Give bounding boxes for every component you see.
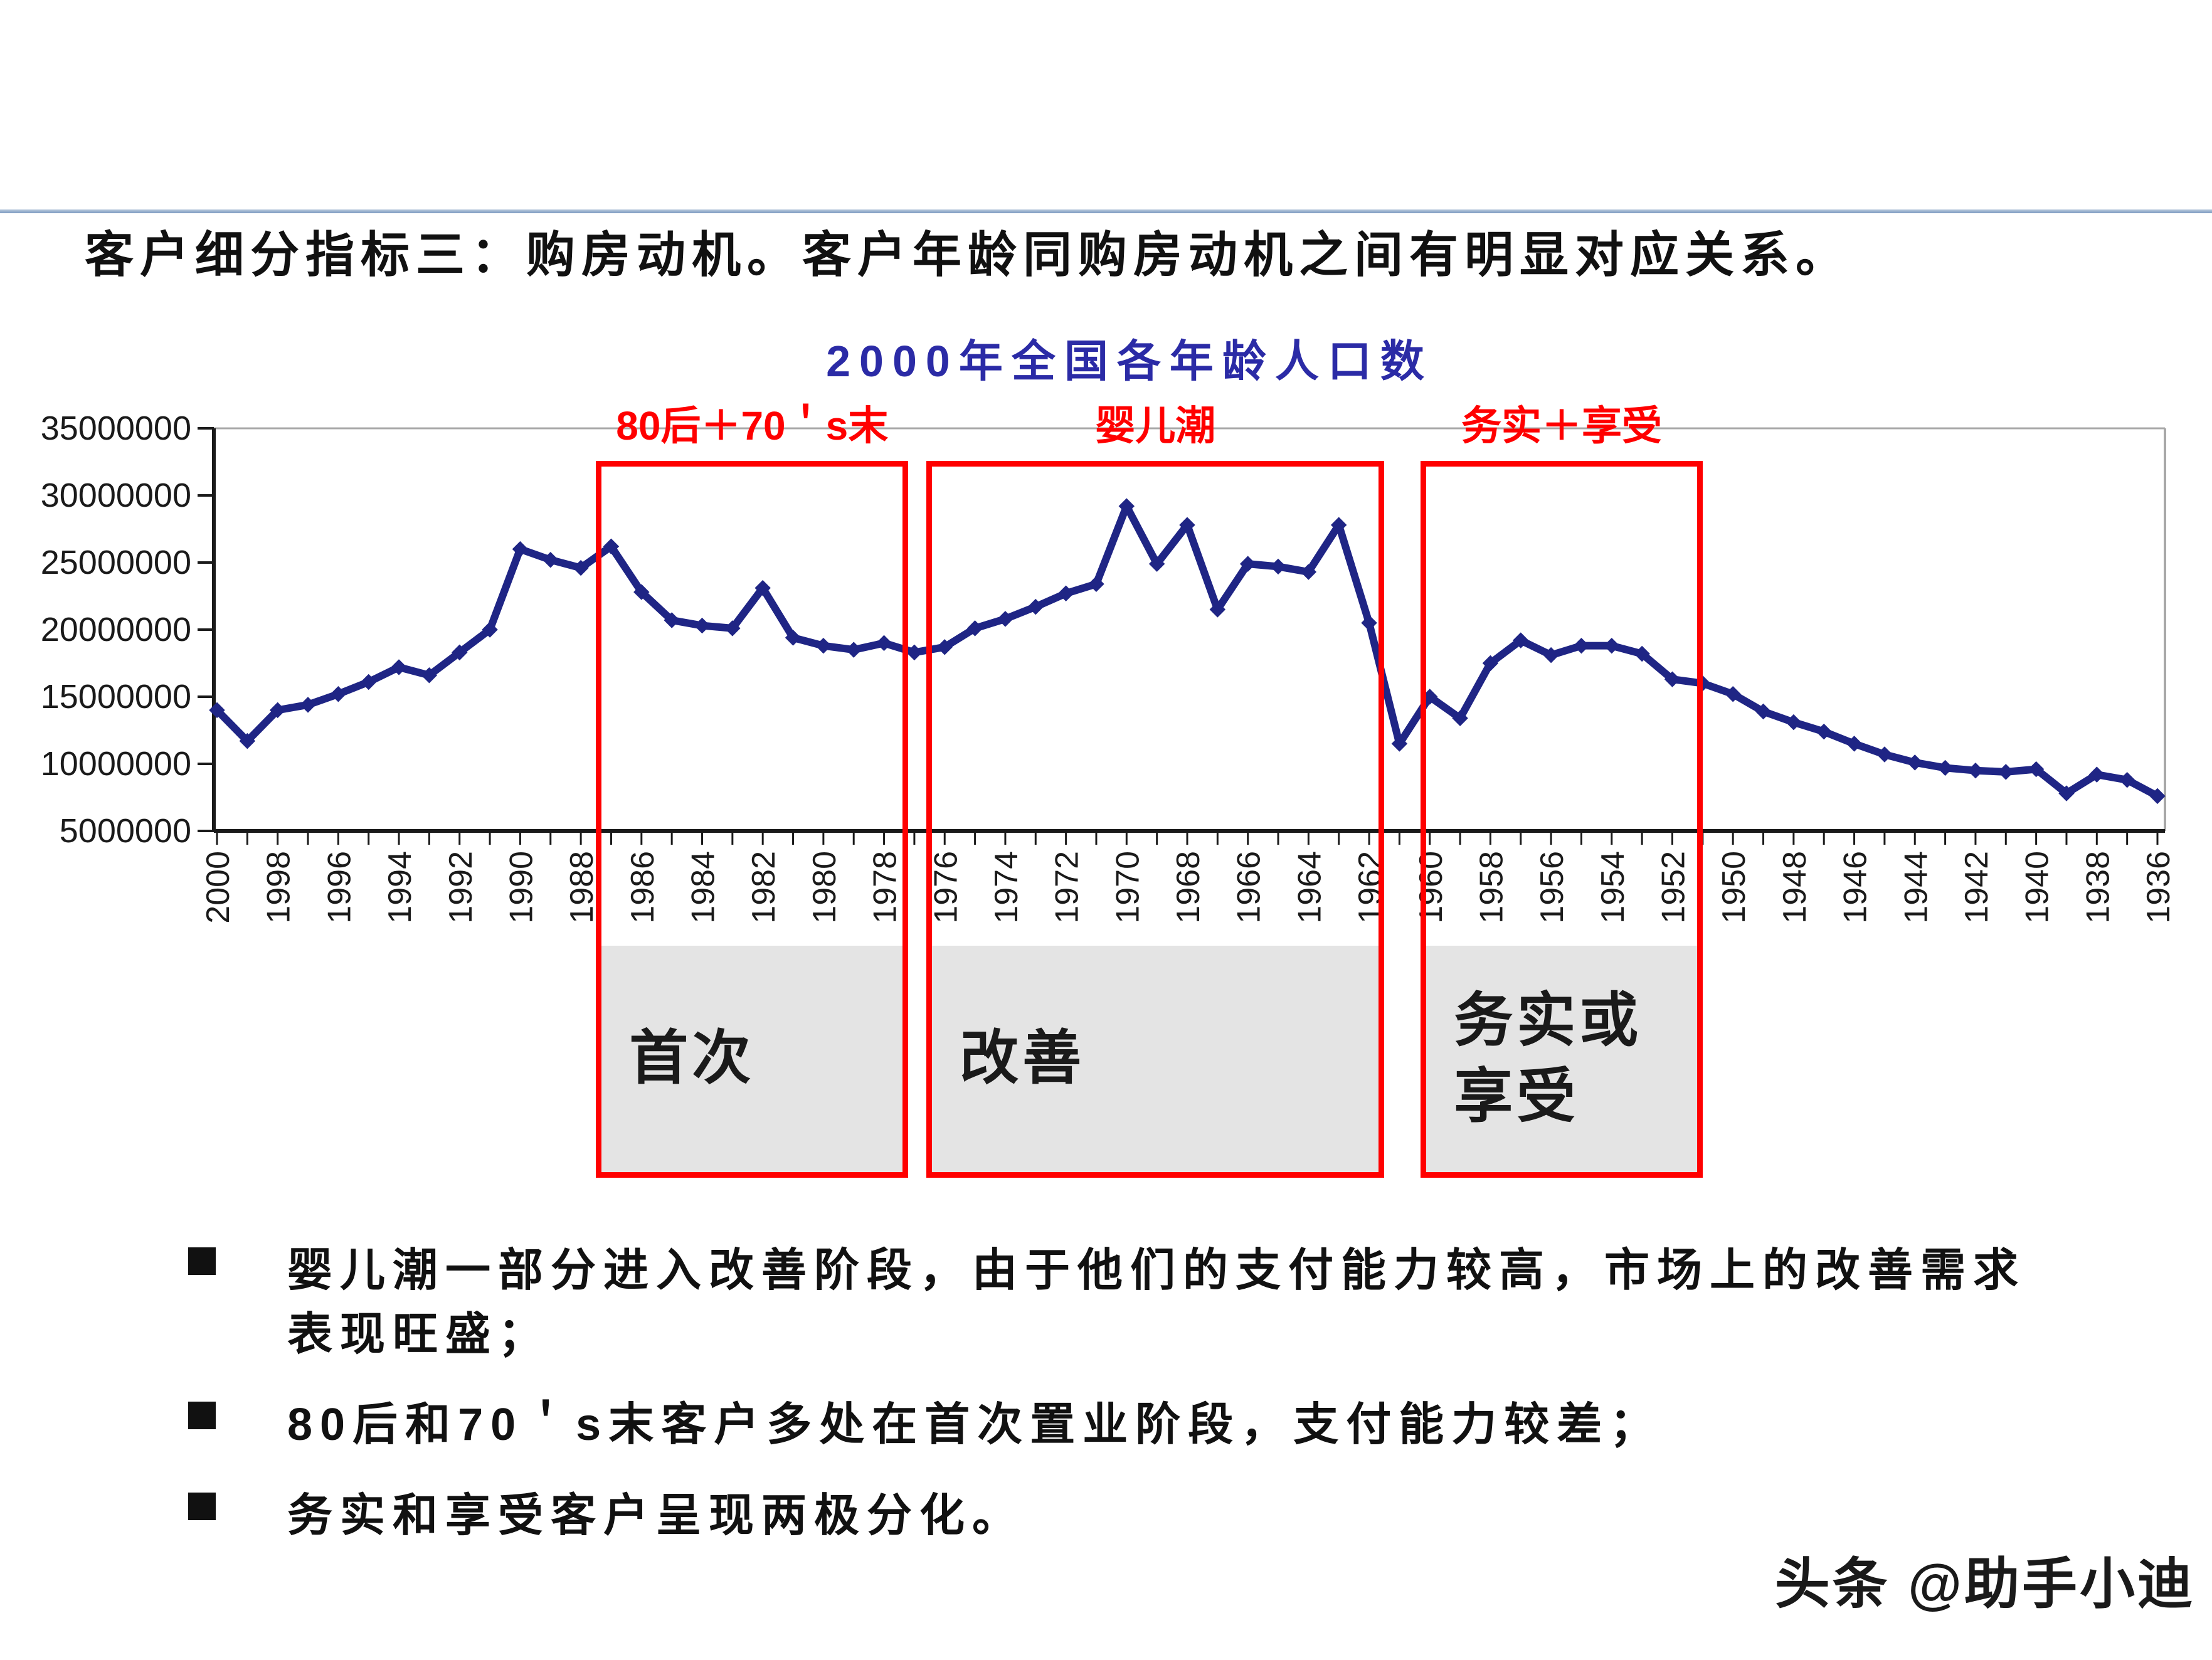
- chart-title: 2000年全国各年龄人口数: [826, 337, 1433, 386]
- x-axis-tick-label: 1978: [867, 851, 904, 924]
- population-line-chart: 35000000 30000000 25000000 20000000 15000000…: [41, 410, 2177, 924]
- x-axis-tick-label: 1990: [503, 851, 539, 924]
- data-point-marker: [936, 639, 953, 655]
- x-axis-tick-label: 1998: [261, 851, 297, 924]
- region-label-baby-boom: 婴儿潮: [1095, 403, 1216, 448]
- data-point-marker: [1998, 764, 2014, 780]
- x-axis-tick-label: 1936: [2141, 851, 2177, 924]
- x-axis-tick-label: 1960: [1413, 851, 1449, 924]
- y-axis-tick-label: 25000000: [41, 544, 191, 581]
- x-axis-tick-label: 1982: [746, 851, 782, 924]
- x-axis-tick-label: 1976: [928, 851, 964, 924]
- x-axis-tick-label: 1954: [1595, 851, 1631, 924]
- x-axis-tick-label: 1950: [1716, 851, 1752, 924]
- x-axis-tick-label: 1956: [1534, 851, 1570, 924]
- note-baby-boom: 婴儿潮一部分进入改善阶段，由于他们的支付能力较高，市场上的改善需求表现旺盛；: [287, 1245, 2026, 1360]
- y-axis-tick-label: 10000000: [41, 745, 191, 783]
- notes-list: 婴儿潮一部分进入改善阶段，由于他们的支付能力较高，市场上的改善需求表现旺盛； 8…: [188, 1239, 2132, 1574]
- list-item: 婴儿潮一部分进入改善阶段，由于他们的支付能力较高，市场上的改善需求表现旺盛；: [188, 1239, 2132, 1367]
- data-point-marker: [512, 541, 529, 558]
- toutiao-watermark: 头条 @助手小迪: [1774, 1553, 2195, 1615]
- y-axis-tick-label: 35000000: [41, 410, 191, 447]
- x-axis-tick-label: 1952: [1656, 851, 1692, 924]
- zone-improvement: 改善: [932, 946, 1379, 1172]
- data-point-marker: [603, 538, 620, 555]
- x-axis-tick-label: 1980: [807, 851, 843, 924]
- x-axis-tick-label: 1996: [321, 851, 357, 924]
- x-axis-tick-label: 1942: [1959, 851, 1995, 924]
- data-point-marker: [573, 559, 589, 576]
- x-axis-tick-label: 1944: [1898, 851, 1934, 924]
- x-axis-tick-label: 1970: [1109, 851, 1146, 924]
- x-axis-tick-label: 1946: [1838, 851, 1874, 924]
- x-axis-tick-label: 1984: [685, 851, 722, 924]
- x-axis-tick-label: 1958: [1473, 851, 1510, 924]
- x-axis-tick-label: 1994: [382, 851, 418, 924]
- data-point-marker: [1937, 759, 1954, 776]
- slide-title: 客户细分指标三：购房动机。客户年龄同购房动机之间有明显对应关系。: [85, 227, 1851, 282]
- top-divider-rule: [0, 209, 2212, 213]
- region-label-post80s-late70s: 80后＋70＇s末: [616, 403, 889, 448]
- data-point-marker: [1967, 762, 1984, 779]
- x-axis-tick-label: 1968: [1170, 851, 1207, 924]
- region-box-pragmatic-enjoy: 务实或 享受: [1421, 461, 1703, 1178]
- data-point-marker: [815, 637, 832, 654]
- x-axis-tick-label: 1964: [1291, 851, 1328, 924]
- region-label-pragmatic-enjoy: 务实＋享受: [1461, 403, 1663, 448]
- x-axis-tick-label: 1974: [988, 851, 1025, 924]
- x-axis-tick-label: 2000: [200, 851, 236, 924]
- data-point-marker: [482, 621, 498, 638]
- zone-pragmatic-enjoy: 务实或 享受: [1426, 946, 1697, 1172]
- square-bullet-icon: [188, 1492, 216, 1520]
- zone-label-improvement: 改善: [960, 1026, 1086, 1092]
- zone-label-pragmatic-enjoy: 务实或 享受: [1454, 988, 1643, 1129]
- y-axis-tick-label: 5000000: [60, 812, 191, 850]
- zone-first-time: 首次: [601, 946, 903, 1172]
- data-point-marker: [542, 551, 559, 568]
- y-axis-tick-label: 30000000: [41, 477, 191, 514]
- list-item: 80后和70＇s末客户多处在首次置业阶段，支付能力较差；: [188, 1393, 2132, 1457]
- zone-label-first-time: 首次: [629, 1026, 755, 1092]
- data-point-marker: [1907, 754, 1923, 771]
- x-axis-tick-label: 1972: [1049, 851, 1086, 924]
- note-polarized: 务实和享受客户呈现两极分化。: [287, 1490, 1025, 1541]
- x-axis-tick-label: 1988: [564, 851, 600, 924]
- note-first-time: 80后和70＇s末客户多处在首次置业阶段，支付能力较差；: [287, 1400, 1663, 1451]
- region-box-first-time: 首次: [596, 461, 909, 1178]
- region-box-improvement: 改善: [926, 461, 1385, 1178]
- x-axis-tick-label: 1940: [2019, 851, 2056, 924]
- x-axis-tick-label: 1948: [1777, 851, 1813, 924]
- x-axis-tick-label: 1986: [625, 851, 661, 924]
- y-axis-tick-label: 20000000: [41, 611, 191, 648]
- x-axis-tick-label: 1992: [443, 851, 479, 924]
- x-axis-tick-label: 1938: [2080, 851, 2116, 924]
- list-item: 务实和享受客户呈现两极分化。: [188, 1484, 2132, 1548]
- x-axis-tick-label: 1966: [1231, 851, 1267, 924]
- y-axis-tick-label: 15000000: [41, 678, 191, 716]
- square-bullet-icon: [188, 1247, 216, 1275]
- square-bullet-icon: [188, 1402, 216, 1430]
